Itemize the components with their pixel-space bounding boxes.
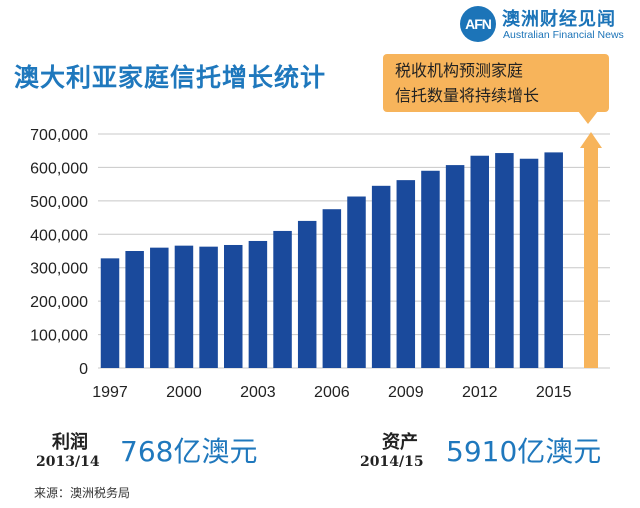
afn-logo: AFN 澳洲财经见闻 Australian Financial News	[460, 4, 635, 46]
y-tick-label: 200,000	[30, 294, 88, 311]
forecast-callout-text: 税收机构预测家庭 信托数量将持续增长	[395, 61, 540, 105]
assets-label: 资产	[382, 432, 418, 453]
y-tick-label: 600,000	[30, 160, 88, 177]
bar	[150, 247, 169, 368]
bar	[174, 245, 194, 368]
assets-value: 5910亿澳元	[446, 435, 602, 468]
x-tick-label: 2012	[462, 384, 498, 401]
chart-title: 澳大利亚家庭信托增长统计	[14, 63, 327, 92]
y-tick-label: 300,000	[30, 261, 88, 278]
x-tick-label: 2000	[166, 384, 202, 401]
y-axis-ticks: 0 100,000 200,000 300,000 400,000 500,000 600,…	[30, 127, 88, 378]
bar	[224, 244, 243, 368]
logo-name-cn: 澳洲财经见闻	[502, 9, 616, 30]
profit-label: 利润	[52, 432, 88, 453]
source-note: 来源：澳洲税务局	[34, 486, 131, 500]
x-axis-ticks: 1997 2000 2003 2006 2009 2012 2015	[92, 384, 571, 401]
profit-period: 2013/14	[36, 454, 100, 470]
assets-period: 2014/15	[360, 454, 424, 470]
forecast-callout-pointer	[578, 111, 598, 124]
bar	[470, 155, 489, 368]
x-tick-label: 2009	[388, 384, 424, 401]
bar	[396, 180, 416, 368]
y-tick-label: 500,000	[30, 194, 88, 211]
x-tick-label: 2006	[314, 384, 350, 401]
x-tick-label: 2015	[536, 384, 572, 401]
bar	[248, 240, 268, 368]
growth-arrow-shape	[580, 132, 602, 368]
x-tick-label: 1997	[92, 384, 128, 401]
bar	[100, 258, 120, 368]
profit-value: 768亿澳元	[120, 435, 258, 468]
bar	[519, 158, 539, 368]
bar	[495, 153, 514, 368]
bar	[297, 220, 317, 368]
x-tick-label: 2003	[240, 384, 276, 401]
y-tick-label: 0	[79, 361, 88, 378]
bar	[322, 209, 342, 368]
y-tick-label: 400,000	[30, 227, 88, 244]
bar	[544, 152, 563, 368]
y-tick-label: 100,000	[30, 328, 88, 345]
bar	[445, 165, 465, 368]
y-tick-label: 700,000	[30, 127, 88, 144]
bar	[125, 251, 144, 368]
logo-name-en: Australian Financial News	[503, 29, 624, 41]
bar	[421, 170, 440, 368]
afn-logo-mark: AFN	[460, 6, 496, 42]
bar	[273, 230, 292, 368]
bars	[100, 152, 563, 368]
bar	[347, 196, 366, 368]
growth-arrow	[580, 132, 602, 368]
forecast-callout-box	[383, 54, 609, 112]
bar	[199, 246, 218, 368]
bar	[371, 185, 391, 368]
